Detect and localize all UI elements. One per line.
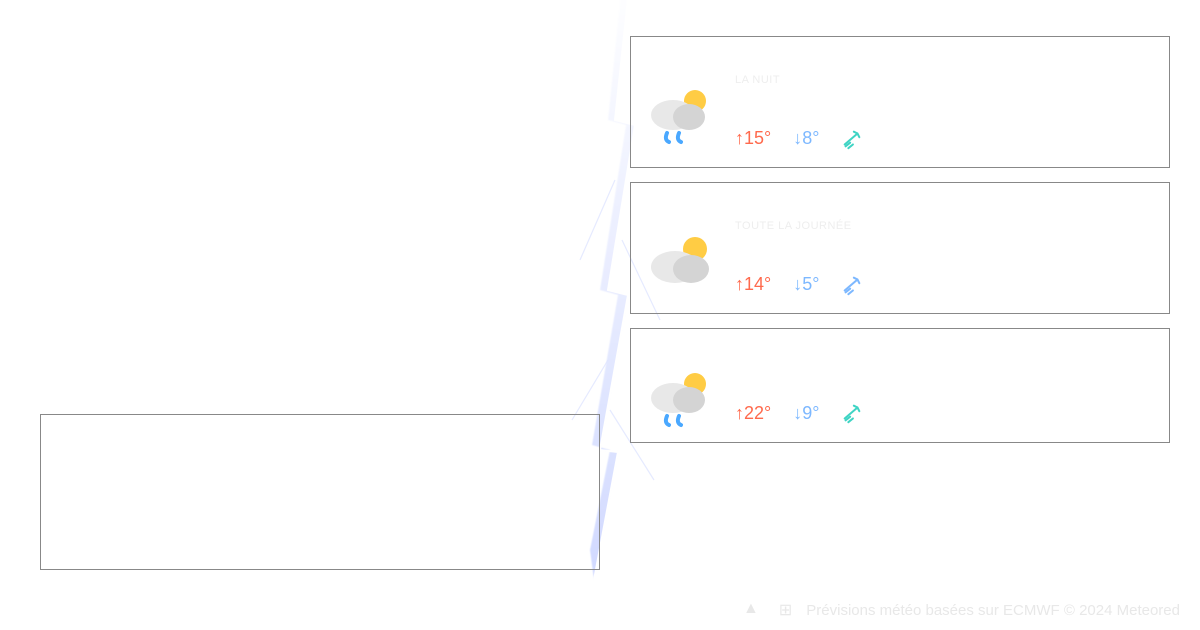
forecast-card[interactable]: Lundi 30 septembre Pluie faible, ciel va…: [630, 328, 1170, 443]
today-panel: Météo Quincié-en-Beaujolais Aujourd'hui …: [40, 100, 600, 373]
forecast-weather-icon: [643, 366, 717, 430]
forecast-lo: ↓5°: [793, 274, 819, 295]
today-date: Vendredi 27 septembre: [40, 172, 600, 194]
forecast-wind-speed: 13 - 34 km/h: [871, 413, 954, 430]
forecast-hi: ↑14°: [735, 274, 771, 295]
forecast-wind-dir: Nord-ouest: [871, 122, 954, 139]
forecast-wind: Nord-ouest 20 - 43 km/h: [841, 122, 954, 155]
forecast-cond: Pluie faible, ciel variable: [735, 92, 955, 110]
forecast-wind-dir: Sud-ouest: [871, 397, 954, 414]
forecast-period: TOUTE LA JOURNÉE: [735, 220, 946, 232]
logo: METE RED: [180, 34, 382, 71]
wind-dir: Sud-ouest: [294, 332, 394, 353]
forecast-card[interactable]: Demain 28 septembre LA NUIT Pluie faible…: [630, 36, 1170, 168]
forecast-wind: Sud-ouest 13 - 34 km/h: [841, 397, 954, 430]
platform-icons: ▲ ⊞: [743, 600, 792, 620]
forecast-period: LA NUIT: [735, 74, 955, 86]
forecast-weather-icon: [643, 229, 717, 293]
logo-post: RED: [309, 34, 383, 71]
logo-pre: METE: [180, 34, 277, 71]
forecast-hi: ↑22°: [735, 403, 771, 424]
forecast-wind-dir: Nord: [871, 268, 946, 285]
forecast-wind: Nord 7 - 19 km/h: [841, 268, 946, 301]
forecast-list: Demain 28 septembre LA NUIT Pluie faible…: [630, 36, 1170, 443]
forecast-weather-icon: [643, 83, 717, 147]
forecast-wind-speed: 7 - 19 km/h: [871, 285, 946, 302]
logo-o-icon: [278, 38, 308, 68]
windows-icon: ⊞: [779, 600, 792, 620]
forecast-cond: Ciel variable: [735, 238, 946, 256]
today-hi: ↑19°: [206, 243, 335, 314]
forecast-day: Demain 28 septembre: [643, 45, 1157, 68]
description-box: Aujourd'hui à Quincié-en-Beaujolais, cie…: [40, 414, 600, 570]
page-title: Météo Quincié-en-Beaujolais Aujourd'hui: [40, 118, 600, 146]
wind-speed: 22 - 55 km/h: [294, 353, 394, 374]
footer-text: Prévisions météo basées sur ECMWF © 2024…: [806, 602, 1180, 619]
forecast-card[interactable]: Dimanche 29 septembre TOUTE LA JOURNÉE C…: [630, 182, 1170, 314]
forecast-lo: ↓8°: [793, 128, 819, 149]
weather-icon-today: [70, 228, 180, 328]
android-icon: ▲: [743, 600, 759, 620]
forecast-hi: ↑15°: [735, 128, 771, 149]
today-wind: Sud-ouest 22 - 55 km/h: [250, 332, 600, 373]
forecast-day: Lundi 30 septembre: [643, 337, 1157, 360]
forecast-wind-speed: 20 - 43 km/h: [871, 139, 954, 156]
today-lo: ↓11°: [365, 243, 489, 314]
wind-arrow-icon: [250, 338, 284, 368]
forecast-day: Dimanche 29 septembre: [643, 191, 1157, 214]
footer: ▲ ⊞ Prévisions météo basées sur ECMWF © …: [743, 600, 1180, 620]
forecast-lo: ↓9°: [793, 403, 819, 424]
forecast-cond: Pluie faible, ciel variable: [735, 367, 955, 385]
